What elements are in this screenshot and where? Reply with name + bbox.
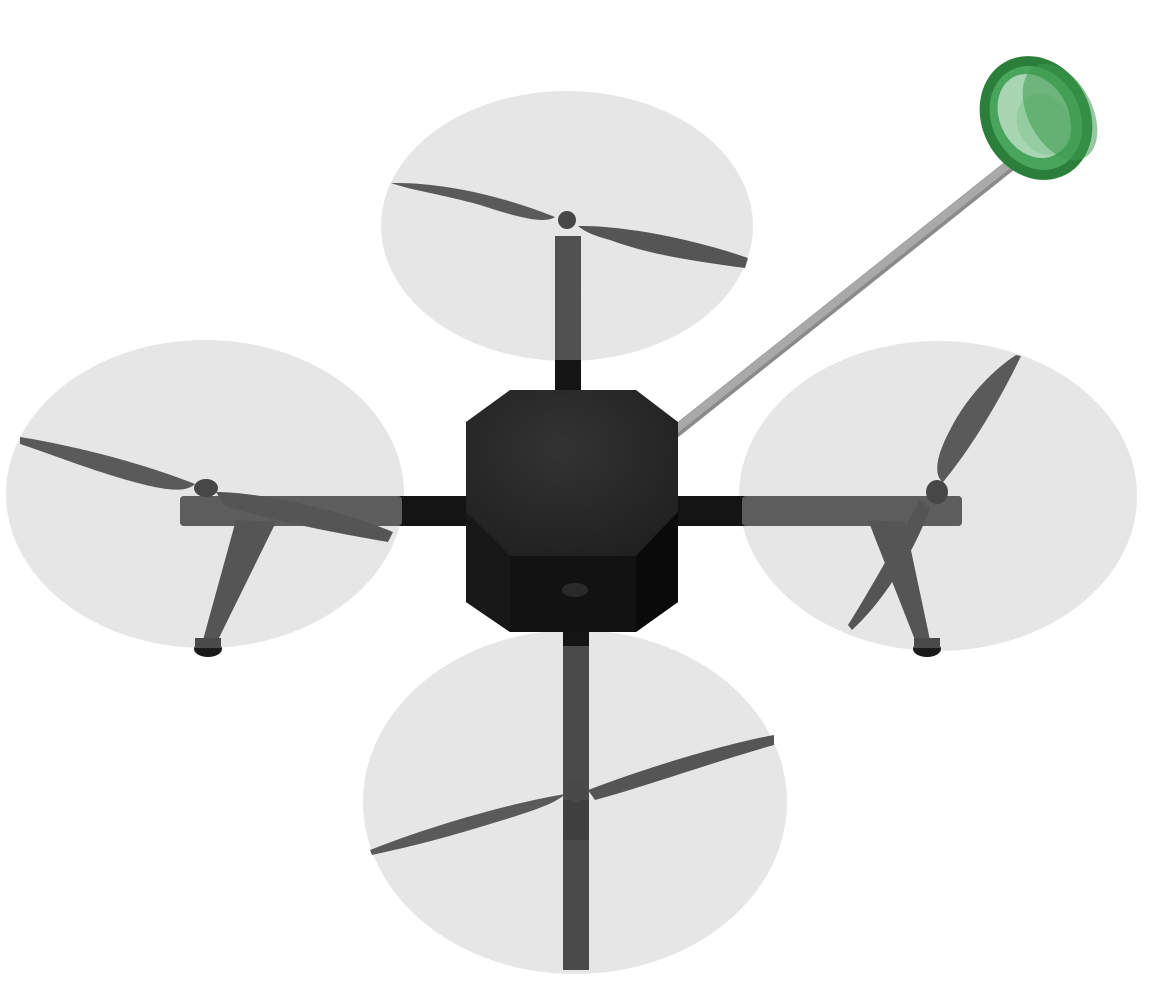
- left-landing-leg: [203, 520, 276, 640]
- rear-propeller: [370, 735, 774, 855]
- rear-arm: [563, 586, 589, 970]
- landing-gear: [194, 520, 941, 657]
- right-landing-leg: [868, 520, 930, 640]
- left-propeller: [20, 437, 393, 542]
- right-propeller: [848, 355, 1021, 630]
- sensor-boom: [669, 56, 1098, 438]
- propellers: [20, 182, 1021, 855]
- green-ring-sensor: [979, 56, 1098, 180]
- body-top: [466, 390, 678, 556]
- drone-body: [466, 390, 678, 632]
- front-propeller: [391, 182, 748, 268]
